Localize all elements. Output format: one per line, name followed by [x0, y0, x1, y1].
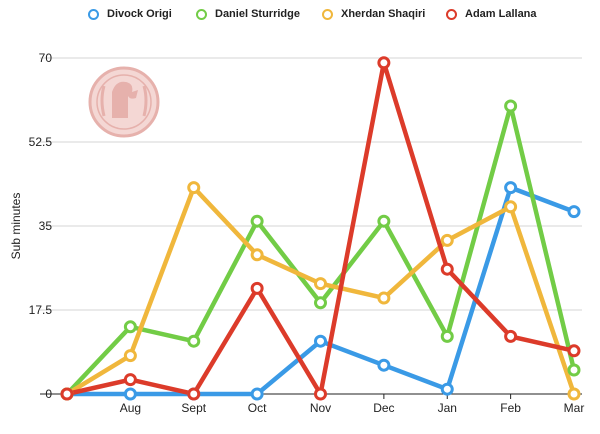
legend-item-daniel-sturridge: Daniel Sturridge — [196, 8, 300, 20]
data-point-xherdan-shaqiri — [314, 277, 327, 291]
data-point-daniel-sturridge — [250, 214, 264, 228]
data-point-adam-lallana — [440, 262, 454, 276]
data-point-xherdan-shaqiri — [440, 233, 454, 247]
data-point-xherdan-shaqiri — [250, 248, 264, 262]
series-line-daniel-sturridge — [64, 105, 577, 397]
chart-legend: Divock Origi Daniel Sturridge Xherdan Sh… — [0, 8, 600, 30]
x-tick-label: Oct — [248, 401, 267, 415]
series-line-divock-origi — [64, 184, 577, 397]
data-point-divock-origi — [440, 382, 454, 396]
legend-label: Adam Lallana — [465, 8, 537, 20]
data-point-daniel-sturridge — [504, 99, 518, 113]
grid-lines — [40, 57, 582, 311]
legend-label: Daniel Sturridge — [215, 8, 300, 20]
data-point-xherdan-shaqiri — [567, 387, 581, 401]
data-point-adam-lallana — [377, 56, 391, 70]
data-point-adam-lallana — [60, 387, 74, 401]
legend-item-divock-origi: Divock Origi — [88, 8, 172, 20]
x-tick-label: Dec — [373, 401, 394, 415]
data-point-daniel-sturridge — [440, 329, 454, 343]
x-tick-label: Feb — [500, 401, 521, 415]
legend-label: Divock Origi — [107, 8, 172, 20]
legend-label: Xherdan Shaqiri — [341, 8, 426, 20]
x-tick-label: Mar — [564, 401, 585, 415]
data-point-divock-origi — [123, 387, 137, 401]
data-point-divock-origi — [567, 205, 581, 219]
y-tick-label: 52.5 — [29, 135, 53, 149]
legend-item-adam-lallana: Adam Lallana — [446, 8, 537, 20]
liverpool-crest-watermark-icon — [88, 66, 160, 138]
data-point-adam-lallana — [250, 281, 264, 295]
legend-marker-icon — [322, 8, 333, 20]
data-point-adam-lallana — [504, 329, 518, 343]
data-point-adam-lallana — [567, 344, 581, 358]
data-point-daniel-sturridge — [314, 296, 327, 310]
data-point-xherdan-shaqiri — [187, 181, 201, 195]
data-point-xherdan-shaqiri — [504, 200, 518, 214]
y-tick-label: 17.5 — [29, 303, 53, 317]
data-point-divock-origi — [504, 181, 518, 195]
y-tick-label: 70 — [39, 51, 53, 65]
legend-marker-icon — [196, 8, 207, 20]
y-axis-title: Sub minutes — [9, 193, 23, 260]
series-line-xherdan-shaqiri — [64, 183, 577, 397]
data-point-xherdan-shaqiri — [123, 349, 137, 363]
data-point-adam-lallana — [314, 387, 327, 401]
data-point-daniel-sturridge — [187, 334, 201, 348]
legend-item-xherdan-shaqiri: Xherdan Shaqiri — [322, 8, 425, 20]
data-point-divock-origi — [250, 387, 264, 401]
legend-marker-icon — [446, 8, 457, 20]
data-point-adam-lallana — [187, 387, 201, 401]
series-points — [60, 56, 581, 401]
data-point-divock-origi — [314, 334, 327, 348]
x-tick-label: Aug — [120, 401, 141, 415]
data-point-adam-lallana — [123, 373, 137, 387]
y-axis-tick-labels: 0 17.5 35 52.5 70 — [29, 51, 53, 401]
data-point-xherdan-shaqiri — [377, 291, 391, 305]
legend-marker-icon — [88, 8, 99, 20]
x-tick-label: Sept — [181, 401, 206, 415]
data-point-daniel-sturridge — [567, 363, 581, 377]
x-tick-label: Jan — [438, 401, 457, 415]
data-point-daniel-sturridge — [123, 320, 137, 334]
data-point-divock-origi — [377, 358, 391, 372]
x-tick-label: Nov — [310, 401, 331, 415]
y-tick-label: 35 — [39, 219, 53, 233]
data-point-daniel-sturridge — [377, 214, 391, 228]
y-tick-label: 0 — [45, 387, 52, 401]
